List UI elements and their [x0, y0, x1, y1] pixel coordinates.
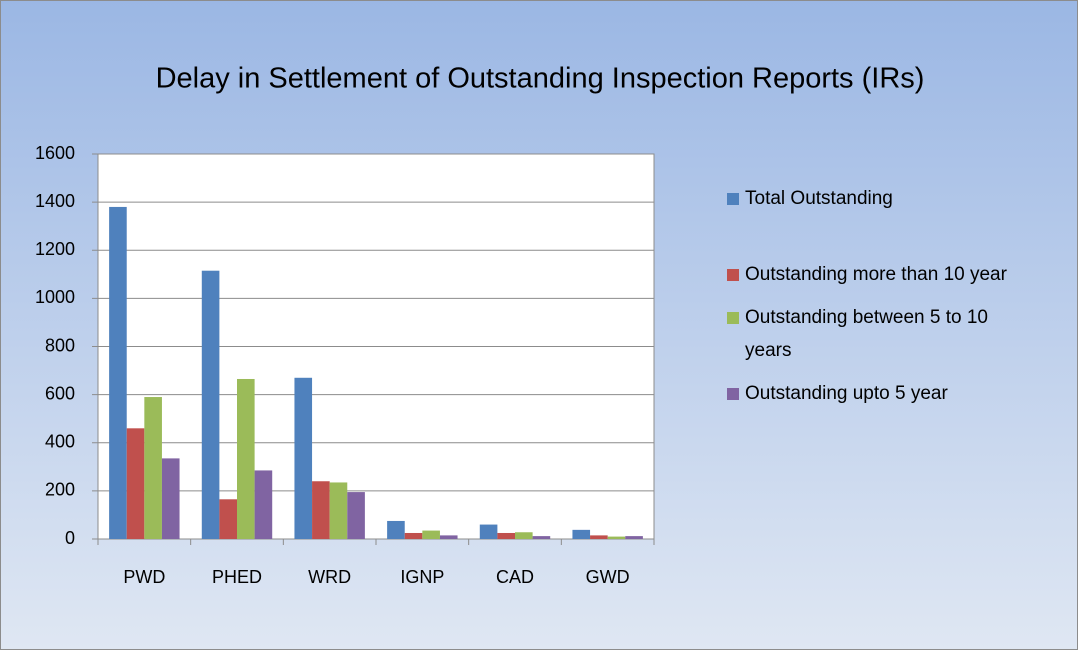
legend-item: Outstanding more than 10 year — [727, 258, 1037, 291]
y-tick-label: 200 — [45, 480, 75, 500]
bar — [422, 530, 440, 539]
y-tick-label: 0 — [65, 528, 75, 548]
bar — [329, 482, 348, 539]
y-tick-label: 1600 — [35, 143, 75, 163]
y-tick-label: 1400 — [35, 191, 75, 211]
legend-swatch — [727, 193, 739, 205]
y-tick-label: 800 — [45, 335, 75, 355]
bar — [572, 529, 591, 539]
x-tick-label: WRD — [308, 567, 351, 587]
legend-label: Outstanding between 5 to 10 years — [745, 307, 988, 361]
bar — [201, 270, 220, 539]
bar — [219, 499, 237, 539]
x-tick-label: PWD — [123, 567, 165, 587]
x-tick-label: CAD — [496, 567, 534, 587]
legend-label: Total Outstanding — [745, 188, 893, 209]
bar — [161, 458, 180, 539]
y-tick-label: 1000 — [35, 287, 75, 307]
x-tick-label: PHED — [212, 567, 262, 587]
y-tick-label: 1200 — [35, 239, 75, 259]
bar — [144, 397, 162, 539]
bar — [347, 492, 365, 539]
legend: Total Outstanding Outstanding more than 1… — [727, 182, 1037, 420]
x-tick-label: IGNP — [400, 567, 444, 587]
chart-title: Delay in Settlement of Outstanding Inspe… — [156, 63, 925, 95]
bar — [607, 536, 626, 539]
bar — [439, 535, 458, 539]
bar — [625, 536, 643, 539]
bar — [515, 532, 533, 539]
y-tick-label: 400 — [45, 432, 75, 452]
legend-label: Outstanding more than 10 year — [745, 264, 1007, 285]
legend-swatch — [727, 388, 739, 400]
bar — [590, 535, 608, 539]
bar — [497, 532, 515, 539]
legend-item: Outstanding upto 5 year — [727, 377, 1037, 410]
bar — [479, 524, 498, 539]
bar — [254, 470, 273, 539]
legend-item: Total Outstanding — [727, 182, 1037, 215]
legend-swatch — [727, 269, 739, 281]
y-tick-label: 600 — [45, 383, 75, 403]
x-tick-label: GWD — [586, 567, 630, 587]
bar — [532, 536, 551, 539]
bar — [294, 377, 313, 539]
legend-label: Outstanding upto 5 year — [745, 383, 948, 404]
legend-item: Outstanding between 5 to 10 years — [727, 301, 1037, 367]
bar — [312, 481, 330, 539]
bar — [109, 206, 127, 539]
bar — [237, 378, 255, 539]
bar — [404, 532, 423, 539]
legend-swatch — [727, 312, 739, 324]
bar — [387, 520, 405, 539]
bar — [126, 428, 145, 539]
